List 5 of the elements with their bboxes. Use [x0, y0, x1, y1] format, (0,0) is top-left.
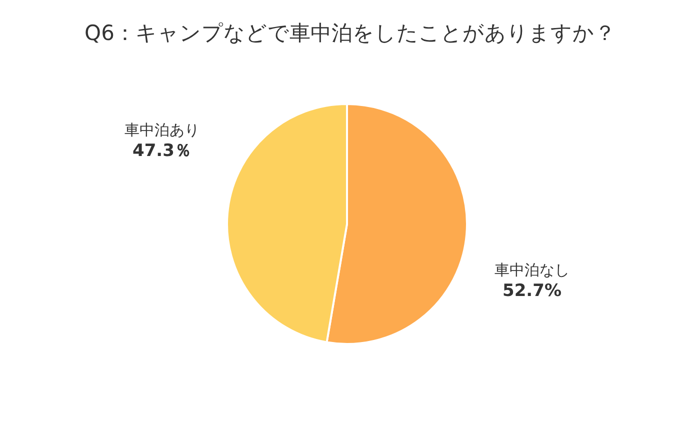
chart-title: Q6：キャンプなどで車中泊をしたことがありますか？ [84, 21, 616, 45]
data-label: 47.3％ [132, 141, 192, 161]
data-label: 52.7% [502, 281, 562, 301]
slice-label: 車中泊なし [494, 261, 570, 279]
slice-label: 車中泊あり [124, 121, 200, 139]
